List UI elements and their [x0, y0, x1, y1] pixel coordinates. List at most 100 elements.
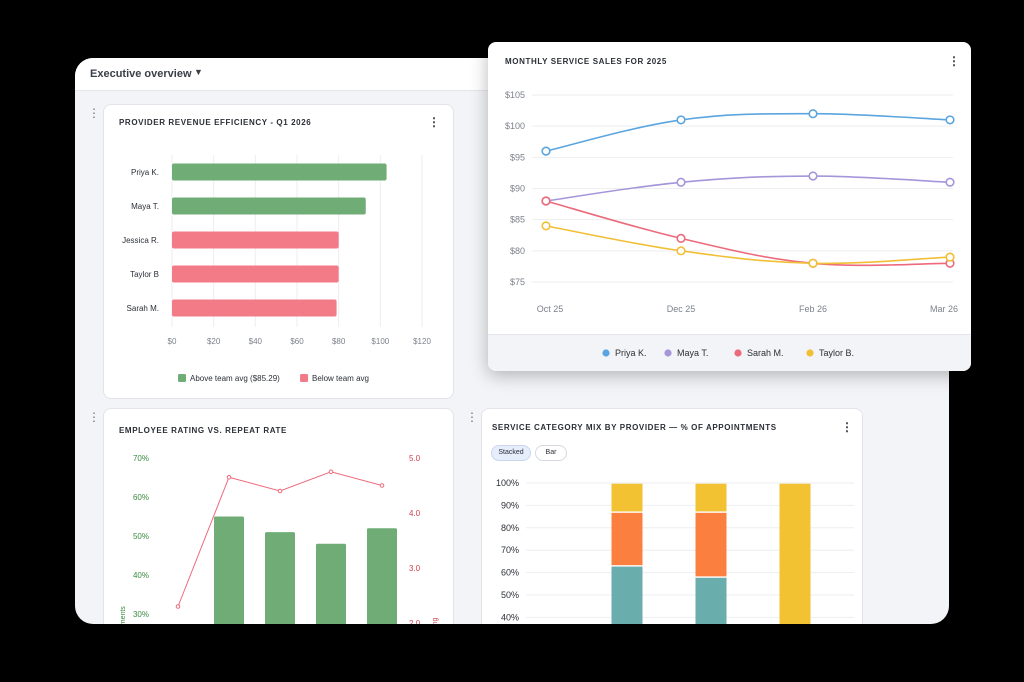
x-tick-label: $40 — [249, 337, 263, 346]
monthly-sales-card: MONTHLY SERVICE SALES FOR 2025 ⋮ $105 $10… — [488, 42, 971, 371]
y-tick-label: $85 — [510, 215, 525, 225]
legend-label: Below team avg — [312, 374, 369, 383]
y-tick-label: 80% — [501, 523, 519, 533]
more-options-icon[interactable]: ⋮ — [948, 54, 960, 68]
y-left-tick-label: 50% — [133, 532, 149, 541]
bar — [265, 532, 295, 624]
bar-toggle-button[interactable]: Bar — [535, 445, 567, 461]
legend-swatch — [602, 349, 610, 357]
data-point — [676, 177, 686, 187]
data-point — [541, 196, 551, 206]
y-tick-label: 40% — [501, 612, 519, 622]
y-right-tick-label: 4.0 — [409, 509, 421, 518]
data-point — [676, 246, 686, 256]
data-point — [945, 177, 955, 187]
data-point — [379, 483, 385, 488]
x-tick-label: $0 — [168, 337, 177, 346]
stack-segment — [695, 512, 727, 577]
y-right-tick-label: 5.0 — [409, 454, 421, 463]
monthly-chart: $105 $100 $95 $90 $85 $80 $75 Oct 25 Dec 25 Feb 2… — [505, 90, 958, 358]
more-options-icon[interactable]: ⋮ — [841, 420, 853, 434]
dashboard-title: Executive overview — [90, 68, 192, 80]
bar — [316, 543, 346, 624]
more-options-icon[interactable]: ⋮ — [428, 115, 440, 129]
x-tick-label: Mar 26 — [930, 304, 958, 314]
y-tick-label: 60% — [501, 568, 519, 578]
legend-swatch — [664, 349, 672, 357]
card-title: EMPLOYEE RATING VS. REPEAT RATE — [119, 426, 287, 435]
y-tick-label: $75 — [510, 277, 525, 287]
mix-chart: 100% 90% 80% 70% 60% 50% 40% — [496, 478, 854, 624]
category-label: Sarah M. — [127, 304, 159, 313]
data-point — [328, 469, 334, 475]
data-point — [277, 488, 283, 494]
legend-swatch — [806, 349, 814, 357]
data-point — [808, 109, 818, 119]
bar — [172, 231, 339, 249]
data-point — [808, 258, 818, 268]
bar — [172, 197, 366, 215]
series-line — [545, 200, 951, 267]
drag-handle-icon[interactable]: ⋮⋮ — [88, 106, 111, 120]
stacked-toggle-button[interactable]: Stacked — [491, 445, 531, 461]
legend-label: Above team avg ($85.29) — [190, 374, 280, 383]
bar — [367, 528, 397, 624]
legend-swatch — [178, 374, 186, 382]
bar — [214, 516, 244, 624]
data-point — [541, 221, 551, 231]
y-tick-label: $90 — [510, 184, 525, 194]
stack-segment — [695, 577, 727, 624]
legend-swatch — [734, 349, 742, 357]
drag-handle-icon[interactable]: ⋮⋮ — [88, 410, 111, 424]
y-right-tick-label: 2.0 — [409, 619, 421, 624]
revenue-card: PROVIDER REVENUE EFFICIENCY - Q1 2026 ⋮ … — [103, 104, 454, 399]
x-tick-label: Dec 25 — [667, 304, 696, 314]
y-left-tick-label: 30% — [133, 610, 149, 619]
legend-label: Priya K. — [615, 348, 647, 358]
chevron-down-icon[interactable]: ▼ — [194, 67, 203, 77]
x-tick-label: $100 — [371, 337, 389, 346]
y-right-tick-label: 3.0 — [409, 564, 421, 573]
y-right-axis-label: Avg rating — [432, 618, 439, 624]
card-title: SERVICE CATEGORY MIX BY PROVIDER — % OF … — [492, 423, 777, 432]
bar — [172, 299, 337, 317]
stack-segment — [611, 512, 643, 566]
rating-chart: 70% 60% 50% 40% 30% 5.0 4.0 3.0 2.0 Appointments A… — [120, 454, 439, 624]
stack-segment — [779, 483, 811, 624]
revenue-chart: $0 $20 $40 $60 $80 $100 $120 Priya K. Maya T. Jes… — [122, 155, 431, 383]
x-tick-label: $120 — [413, 337, 431, 346]
x-tick-label: Oct 25 — [537, 304, 564, 314]
category-label: Jessica R. — [122, 236, 159, 245]
stack-segment — [611, 566, 643, 624]
legend — [488, 334, 971, 371]
stack-segment — [611, 483, 643, 512]
data-point — [945, 115, 955, 125]
y-left-tick-label: 70% — [133, 454, 149, 463]
rating-card: EMPLOYEE RATING VS. REPEAT RATE 70% 60% 50… — [103, 408, 454, 624]
series-line — [545, 112, 951, 152]
x-tick-label: $60 — [290, 337, 304, 346]
y-tick-label: 90% — [501, 500, 519, 510]
x-tick-label: $20 — [207, 337, 221, 346]
data-point — [226, 474, 232, 480]
legend-label: Maya T. — [677, 348, 708, 358]
data-point — [945, 252, 955, 262]
x-tick-label: Feb 26 — [799, 304, 827, 314]
stack-segment — [695, 483, 727, 512]
y-tick-label: 70% — [501, 545, 519, 555]
y-left-tick-label: 60% — [133, 493, 149, 502]
data-point — [541, 146, 551, 156]
category-label: Priya K. — [131, 168, 159, 177]
bar — [172, 163, 387, 181]
card-title: MONTHLY SERVICE SALES FOR 2025 — [505, 57, 667, 66]
data-point — [808, 171, 818, 181]
x-tick-label: $80 — [332, 337, 346, 346]
card-title: PROVIDER REVENUE EFFICIENCY - Q1 2026 — [119, 118, 312, 127]
category-label: Maya T. — [131, 202, 159, 211]
legend-swatch — [300, 374, 309, 382]
data-point — [676, 115, 686, 125]
y-tick-label: $105 — [505, 90, 525, 100]
y-tick-label: 100% — [496, 478, 519, 488]
drag-handle-icon[interactable]: ⋮⋮ — [466, 410, 489, 424]
legend-label: Taylor B. — [819, 348, 854, 358]
